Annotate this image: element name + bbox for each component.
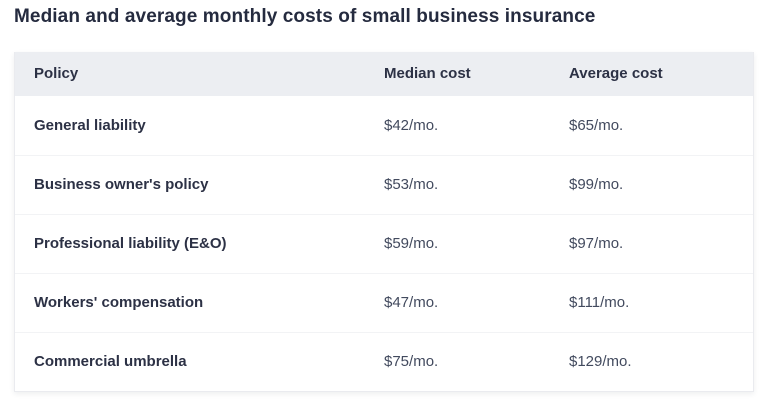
column-header-median-cost: Median cost: [384, 65, 471, 83]
table-row: Commercial umbrella $75/mo. $129/mo.: [15, 331, 753, 391]
column-header-average-cost: Average cost: [569, 65, 663, 83]
average-cost-value: $65/mo.: [569, 116, 624, 134]
median-cost-value: $75/mo.: [384, 353, 439, 371]
policy-name: Professional liability (E&O): [34, 235, 227, 253]
table-row: General liability $42/mo. $65/mo.: [15, 95, 753, 155]
table-row: Business owner's policy $53/mo. $99/mo.: [15, 154, 753, 214]
table-body: General liability $42/mo. $65/mo. Busine…: [15, 95, 753, 391]
median-cost-value: $53/mo.: [384, 176, 439, 194]
table-header-row: Policy Median cost Average cost: [15, 51, 753, 96]
table-row: Workers' compensation $47/mo. $111/mo.: [15, 272, 753, 332]
policy-name: Workers' compensation: [34, 294, 204, 312]
average-cost-value: $99/mo.: [569, 176, 624, 194]
median-cost-value: $42/mo.: [384, 116, 439, 134]
policy-name: Business owner's policy: [34, 176, 209, 194]
median-cost-value: $47/mo.: [384, 294, 439, 312]
policy-name: Commercial umbrella: [34, 353, 187, 371]
average-cost-value: $111/mo.: [569, 294, 630, 312]
policy-name: General liability: [34, 116, 146, 134]
average-cost-value: $97/mo.: [569, 235, 624, 253]
column-header-policy: Policy: [34, 65, 79, 83]
average-cost-value: $129/mo.: [569, 353, 632, 371]
table-row: Professional liability (E&O) $59/mo. $97…: [15, 213, 753, 273]
insurance-costs-table: Policy Median cost Average cost General …: [14, 51, 754, 392]
median-cost-value: $59/mo.: [384, 235, 439, 253]
page: Median and average monthly costs of smal…: [14, 6, 754, 392]
page-title: Median and average monthly costs of smal…: [14, 6, 596, 27]
